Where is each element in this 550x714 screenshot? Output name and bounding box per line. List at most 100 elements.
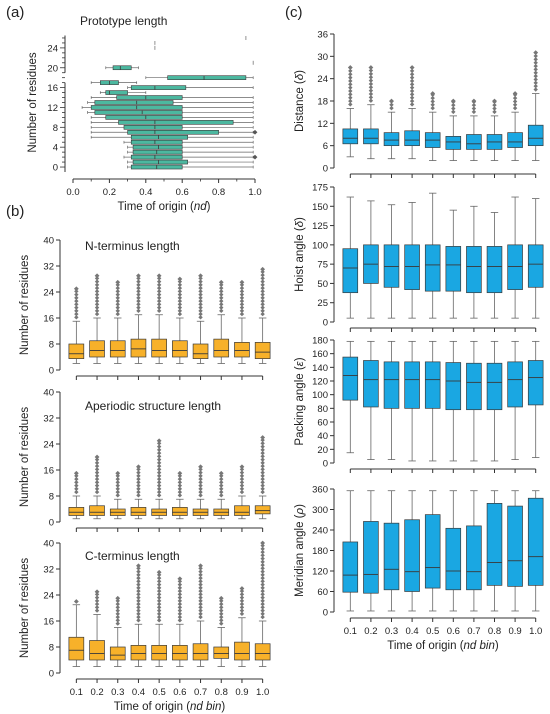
outlier [260, 546, 265, 552]
outlier [219, 618, 224, 623]
outlier [219, 493, 224, 498]
y-axis-label: Meridian angle (ρ) [294, 504, 306, 597]
box-row-2 [130, 154, 183, 160]
outlier [136, 493, 141, 498]
outlier [115, 302, 120, 307]
outlier [260, 276, 265, 281]
outlier [136, 614, 141, 620]
y-tick-label: 0 [49, 669, 54, 680]
outlier [94, 483, 100, 488]
outlier [94, 592, 100, 597]
y-tick-label: 40 [43, 236, 54, 247]
outlier [368, 75, 374, 80]
y-tick-label: 40 [43, 388, 54, 399]
box-0.6 [172, 340, 188, 358]
outlier [177, 608, 183, 613]
outlier [219, 489, 224, 495]
box-row-8 [123, 125, 183, 130]
outlier [219, 486, 224, 492]
box-0.9 [507, 505, 523, 587]
box-0.3 [109, 646, 126, 661]
x-tick-label: 1.0 [529, 626, 542, 637]
outlier [156, 305, 162, 310]
outlier [198, 588, 203, 594]
outlier [239, 611, 245, 617]
outlier [156, 289, 162, 294]
outlier [219, 614, 224, 620]
outlier [260, 463, 265, 469]
box-0.4 [404, 244, 420, 290]
outlier [73, 286, 79, 292]
outlier [94, 486, 100, 492]
outlier [198, 476, 203, 482]
outlier [198, 273, 203, 279]
outlier [252, 129, 258, 135]
outlier [177, 295, 183, 301]
outlier [533, 67, 538, 72]
box-0.3 [109, 340, 126, 358]
y-axis-label: Distance (δ) [294, 70, 306, 132]
outlier [136, 569, 141, 574]
outlier [492, 98, 497, 104]
outlier [219, 608, 224, 613]
outlier [94, 470, 100, 475]
outlier [177, 276, 183, 282]
outlier [348, 75, 353, 80]
outlier [409, 102, 415, 107]
outlier [260, 289, 265, 294]
outlier [177, 611, 183, 617]
box-row-18 [167, 75, 247, 80]
outlier [94, 457, 100, 462]
y-tick-label: 0 [323, 318, 328, 329]
outlier [74, 311, 79, 317]
outlier [136, 292, 141, 297]
y-tick-label: 12 [317, 119, 328, 130]
outlier [451, 109, 456, 115]
outlier [156, 608, 162, 613]
y-axis-label: Packing angle (ε) [294, 357, 306, 445]
box-row-7 [127, 130, 219, 135]
x-axis-label: Time of origin (nd bin) [114, 701, 226, 713]
box-row-14 [116, 95, 183, 100]
x-tick-label: 0.9 [235, 687, 248, 698]
outlier [136, 473, 141, 479]
outlier [177, 493, 183, 498]
outlier [219, 611, 224, 617]
outlier [74, 292, 79, 297]
x-tick-label: 0.1 [344, 626, 357, 637]
y-tick-label: 6 [323, 141, 328, 152]
outlier [218, 279, 224, 285]
y-tick-label: 40 [43, 539, 54, 550]
outlier [260, 588, 265, 594]
x-tick-label: 0.3 [111, 687, 124, 698]
outlier [198, 608, 203, 613]
box-1.0 [254, 342, 271, 359]
outlier [115, 611, 120, 617]
outlier [239, 292, 245, 297]
outlier [219, 295, 224, 301]
outlier [94, 489, 100, 495]
outlier [260, 272, 265, 278]
y-tick-label: 40 [317, 431, 328, 442]
x-tick-label: 0.8 [215, 687, 228, 698]
outlier [198, 470, 203, 475]
outlier [239, 289, 245, 294]
box-0.5 [424, 361, 441, 409]
outlier [74, 489, 79, 495]
outlier [74, 298, 79, 304]
y-tick-label: 8 [49, 340, 54, 351]
outlier [156, 302, 162, 307]
outlier [177, 470, 183, 476]
outlier [198, 285, 203, 291]
outlier [115, 298, 120, 304]
box-0.5 [424, 514, 441, 589]
outlier [260, 553, 265, 558]
box-0.7 [192, 643, 209, 661]
y-tick-label: 16 [43, 314, 54, 325]
box-0.3 [383, 522, 400, 591]
outlier [198, 302, 203, 307]
outlier [177, 302, 183, 307]
outlier [368, 68, 374, 73]
box-0.7 [466, 362, 482, 411]
box-0.4 [404, 519, 420, 592]
